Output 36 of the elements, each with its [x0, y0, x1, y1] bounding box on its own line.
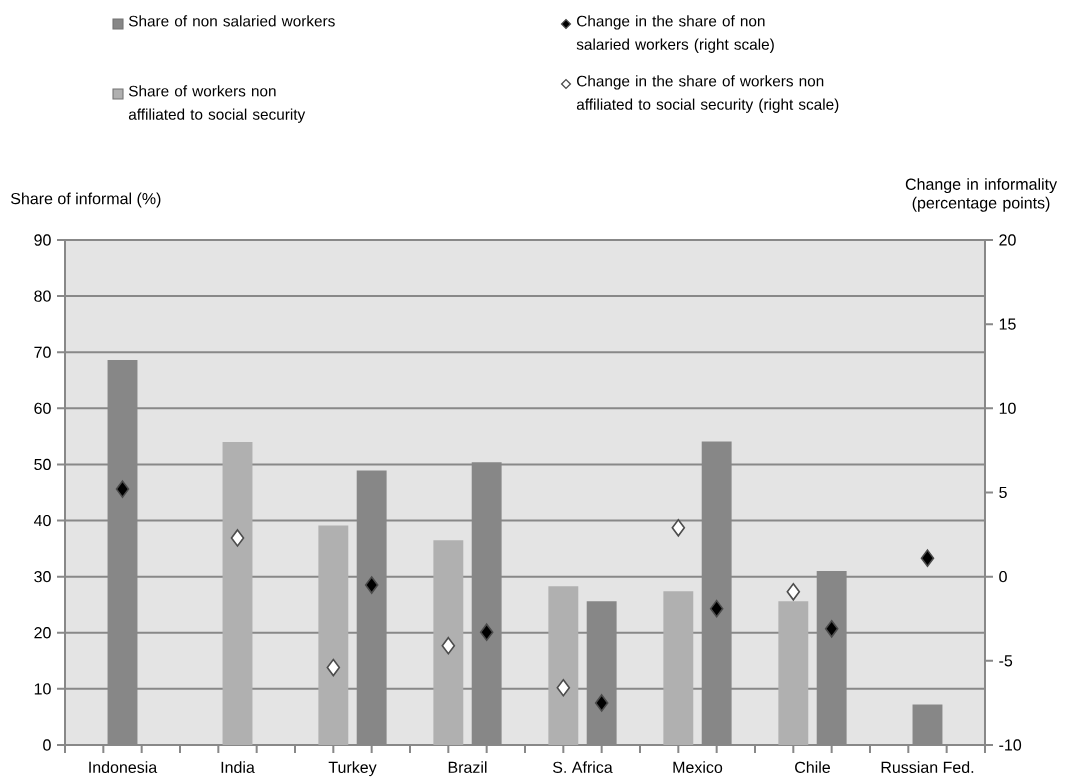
- y2-tick-label: 20: [999, 234, 1016, 246]
- x-tick-label: India: [221, 761, 255, 773]
- y2-tick-label: 15: [999, 318, 1016, 330]
- y-tick-label: 50: [34, 458, 51, 471]
- y-tick-label: 0: [43, 739, 51, 751]
- bar: [778, 601, 809, 745]
- bar: [548, 586, 579, 745]
- y-tick-label: 40: [33, 514, 51, 527]
- y-tick-label: 60: [34, 402, 51, 414]
- y-tick-label: 80: [34, 290, 51, 302]
- y-tick-label: 70: [34, 346, 51, 358]
- x-tick-label: Turkey: [328, 761, 377, 777]
- bar: [318, 525, 349, 745]
- legend-label: Change in the share of workers non affiliated to social security (right scale): [576, 75, 839, 113]
- y2-axis-title: Change in informality (percentage points): [905, 178, 1058, 212]
- legend-label: Share of non salaried workers: [128, 15, 335, 27]
- y2-tick-label: -5: [999, 655, 1013, 667]
- y2-tick-label: 10: [999, 402, 1016, 414]
- x-tick-label: Brazil: [448, 761, 487, 773]
- legend-label: Change in the share of non salaried workers (right scale): [576, 15, 774, 53]
- y-tick-label: 90: [34, 234, 51, 246]
- y-tick-label: 10: [34, 683, 51, 695]
- bar: [663, 591, 694, 745]
- y2-tick-label: 5: [999, 486, 1007, 499]
- y-tick-label: 20: [34, 627, 51, 639]
- bar: [433, 540, 464, 745]
- x-tick-label: Mexico: [673, 761, 723, 773]
- y2-tick-label: -10: [999, 739, 1022, 751]
- x-tick-label: Chile: [795, 761, 830, 773]
- legend-label: Share of workers non affiliated to social security: [128, 85, 306, 123]
- x-tick-label: Russian Fed.: [881, 761, 974, 773]
- y-axis-title: Share of informal (%): [11, 192, 161, 208]
- x-tick-label: Indonesia: [89, 761, 158, 773]
- y2-tick-label: 0: [999, 570, 1007, 583]
- y-tick-label: 30: [34, 571, 51, 583]
- x-tick-label: S. Africa: [553, 761, 613, 773]
